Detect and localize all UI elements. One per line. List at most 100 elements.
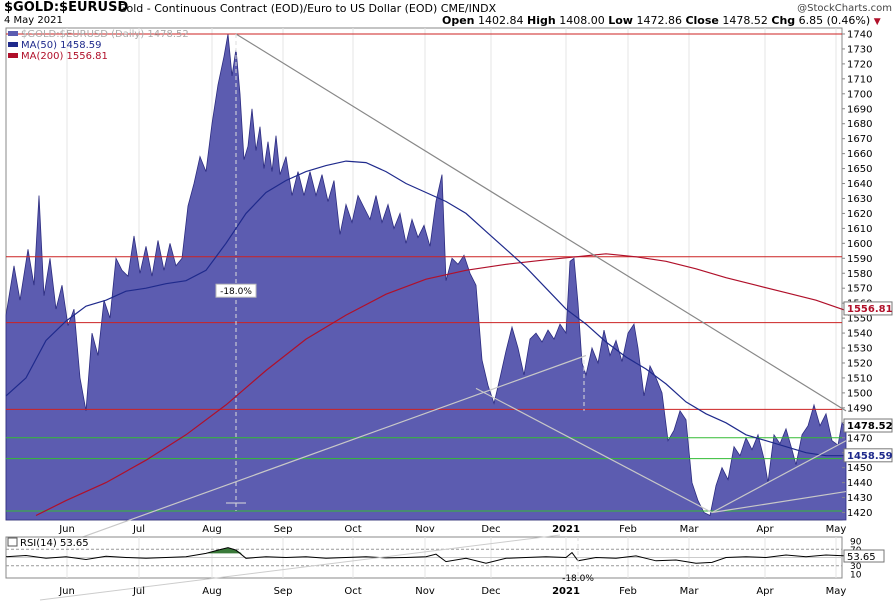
x-tick-label: Dec	[481, 524, 500, 535]
rsi-legend-swatch	[7, 537, 18, 547]
rsi-x-tick-label: Mar	[680, 586, 700, 597]
legend-label: MA(50) 1458.59	[21, 40, 102, 51]
ma50-badge-box	[843, 448, 893, 463]
legend-label: MA(200) 1556.81	[21, 51, 108, 62]
y-tick-label: 1610	[847, 224, 872, 235]
close-badge-box	[843, 418, 893, 433]
y-tick-label: 1640	[847, 179, 872, 190]
rsi-x-tick-label: Jul	[132, 586, 145, 597]
y-tick-label: 1570	[847, 284, 872, 295]
rsi-x-tick-label: May	[826, 586, 847, 597]
close-badge-text: 1478.52	[847, 421, 893, 432]
y-tick-label: 1510	[847, 373, 872, 384]
y-tick-label: 1450	[847, 463, 872, 474]
y-tick-label: 1690	[847, 104, 872, 115]
ma200-line	[35, 253, 847, 517]
y-tick-label: 1430	[847, 493, 872, 504]
chg-label: Chg	[771, 14, 796, 27]
x-tick-label: Nov	[415, 524, 435, 535]
x-tick-label: Sep	[274, 524, 293, 535]
rsi-annotation-text: -18.0%	[562, 574, 594, 584]
rsi-line	[5, 547, 847, 564]
y-tick-label: 1730	[847, 44, 872, 55]
legend-swatch	[8, 53, 18, 58]
rsi-badge-box	[843, 549, 885, 563]
rsi-overbought-fill	[206, 547, 242, 554]
chart-date: 4 May 2021	[4, 15, 63, 26]
y-tick-label: 1520	[847, 358, 872, 369]
legend-label: $GOLD:$EURUSD (Daily) 1478.52	[21, 29, 189, 40]
x-tick-label: Jul	[132, 524, 145, 535]
chg-value: 6.85 (0.46%)	[798, 14, 871, 27]
y-tick-label: 1500	[847, 388, 872, 399]
ohlc-readout: Open 1402.84 High 1408.00 Low 1472.86 Cl…	[442, 14, 881, 27]
x-tick-label: Feb	[619, 524, 637, 535]
y-tick-label: 1650	[847, 164, 872, 175]
rsi-x-tick-label: Jun	[58, 586, 75, 597]
y-tick-label: 1490	[847, 403, 872, 414]
x-tick-label: Oct	[344, 524, 361, 535]
y-tick-label: 1440	[847, 478, 872, 489]
ma200-badge-box	[843, 301, 893, 316]
ma50-line	[5, 160, 846, 457]
low-value: 1472.86	[636, 14, 682, 27]
y-tick-label: 1740	[847, 29, 872, 40]
rsi-x-tick-label: Apr	[756, 586, 774, 597]
stockcharts-watermark: @StockCharts.com	[797, 3, 892, 14]
chart-ticker: $GOLD:$EURUSD	[4, 0, 129, 15]
rsi-level-label: 30	[850, 562, 862, 572]
annotation-box	[215, 283, 257, 298]
rsi-level-label: 10	[850, 570, 862, 580]
y-tick-label: 1660	[847, 149, 872, 160]
rsi-level-label: 90	[850, 538, 862, 548]
low-label: Low	[608, 14, 633, 27]
y-tick-label: 1630	[847, 194, 872, 205]
x-tick-label: Apr	[756, 524, 774, 535]
rsi-label: RSI(14) 53.65	[20, 538, 89, 549]
ma200-badge-text: 1556.81	[847, 304, 893, 315]
price-area	[5, 33, 847, 521]
y-tick-label: 1600	[847, 239, 872, 250]
rsi-x-tick-label: 2021	[552, 586, 580, 597]
rsi-x-tick-label: Nov	[415, 586, 435, 597]
x-tick-label: Mar	[680, 524, 700, 535]
high-value: 1408.00	[559, 14, 605, 27]
open-label: Open	[442, 14, 475, 27]
y-tick-label: 1680	[847, 119, 872, 130]
legend-swatch	[8, 31, 18, 36]
fan-line	[475, 387, 713, 514]
fan-line	[25, 354, 587, 558]
chart-description: Gold - Continuous Contract (EOD)/Euro to…	[118, 2, 497, 15]
y-tick-label: 1720	[847, 59, 872, 70]
rsi-x-tick-label: Dec	[481, 586, 500, 597]
rsi-x-tick-label: Feb	[619, 586, 637, 597]
y-tick-label: 1470	[847, 433, 872, 444]
y-tick-label: 1700	[847, 89, 872, 100]
x-tick-label: Aug	[202, 524, 222, 535]
fan-line	[711, 490, 847, 514]
y-tick-label: 1550	[847, 314, 872, 325]
y-tick-label: 1620	[847, 209, 872, 220]
y-tick-label: 1670	[847, 134, 872, 145]
rsi-x-tick-label: Sep	[274, 586, 293, 597]
downtrend-line	[235, 33, 847, 412]
rsi-badge-text: 53.65	[847, 552, 876, 563]
high-label: High	[527, 14, 556, 27]
y-tick-label: 1530	[847, 344, 872, 355]
x-tick-label: Jun	[58, 524, 75, 535]
down-triangle-icon: ▼	[873, 17, 881, 27]
fan-line	[711, 440, 847, 514]
rsi-fan-line	[39, 534, 561, 601]
x-tick-label: 2021	[552, 524, 580, 535]
y-tick-label: 1580	[847, 269, 872, 280]
open-value: 1402.84	[478, 14, 524, 27]
y-tick-label: 1540	[847, 329, 872, 340]
annotation-text: -18.0%	[220, 287, 252, 297]
y-tick-label: 1420	[847, 508, 872, 519]
legend-swatch	[8, 42, 18, 47]
x-tick-label: May	[826, 524, 847, 535]
y-tick-label: 1590	[847, 254, 872, 265]
rsi-x-tick-label: Aug	[202, 586, 222, 597]
close-label: Close	[685, 14, 719, 27]
